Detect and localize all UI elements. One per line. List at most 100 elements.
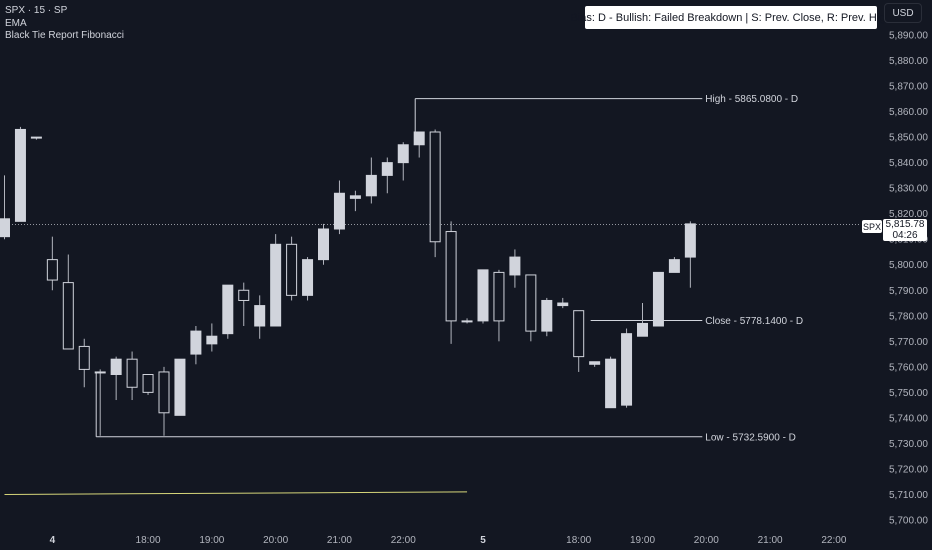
candle	[637, 303, 648, 337]
candle-body	[78, 345, 90, 370]
price-tick-label: 5,750.00	[889, 388, 928, 399]
candle-body	[142, 374, 154, 393]
candle	[14, 126, 26, 222]
time-tick-label: 21:00	[327, 535, 352, 546]
candle	[509, 249, 521, 288]
time-axis[interactable]: 4 18:00 19:00 20:00 21:00 22:00 5 18:00 19:00 20:…	[50, 535, 847, 546]
bias-label: Bias: D - Bullish: Failed Breakdown | S:…	[571, 6, 891, 29]
price-tick-label: 5,730.00	[889, 439, 928, 450]
candle	[429, 129, 441, 258]
time-tick-label: 5	[480, 535, 486, 546]
candle-body	[621, 333, 633, 406]
candle	[605, 356, 617, 409]
candle	[349, 190, 361, 212]
price-tick-label: 5,860.00	[889, 107, 928, 118]
time-tick-label: 19:00	[199, 535, 224, 546]
candle-body	[445, 231, 457, 322]
candle	[110, 356, 122, 401]
candle-body	[222, 284, 234, 335]
candle	[413, 131, 425, 158]
candle-body	[605, 358, 617, 409]
candle	[46, 236, 58, 291]
fib-level-label: High - 5865.0800 - D	[705, 94, 798, 105]
time-tick-label: 22:00	[391, 535, 416, 546]
candle-body	[381, 162, 393, 176]
candle	[381, 157, 393, 194]
candle	[206, 323, 218, 352]
fibonacci-levels: High - 5865.0800 - D Close - 5778.1400 - …	[95, 94, 803, 443]
candle	[477, 269, 489, 324]
candle	[557, 297, 569, 309]
candle-body	[302, 259, 314, 296]
candle-body	[525, 274, 537, 332]
candle	[286, 236, 298, 301]
price-tick-label: 5,740.00	[889, 413, 928, 424]
price-axis[interactable]: 5,700.00 5,710.00 5,720.00 5,730.00 5,740.00…	[889, 31, 928, 527]
candle-body	[493, 271, 505, 322]
candle-body	[652, 271, 664, 327]
symbol-line[interactable]: SPX · 15 · SP	[5, 5, 68, 16]
bar-countdown: 04:26	[892, 230, 918, 241]
currency-button[interactable]: USD	[884, 3, 922, 23]
candle	[397, 142, 409, 181]
time-tick-label: 4	[50, 535, 56, 546]
candle	[365, 157, 377, 204]
candle-body	[668, 259, 680, 273]
candle	[190, 326, 202, 365]
price-tick-label: 5,790.00	[889, 286, 928, 297]
chart-legend: SPX · 15 · SP EMA Black Tie Report Fibon…	[5, 5, 124, 43]
candle	[541, 297, 553, 337]
candle-body	[270, 243, 282, 327]
candle	[254, 295, 266, 339]
time-tick-label: 20:00	[694, 535, 719, 546]
candle	[461, 318, 473, 324]
candle-body	[333, 192, 345, 230]
candle-body	[94, 371, 106, 374]
candle	[621, 328, 633, 408]
candle	[94, 369, 106, 436]
price-tick-label: 5,780.00	[889, 311, 928, 322]
last-price-tag: 5,815.78 04:26	[883, 219, 927, 241]
candle	[0, 175, 10, 240]
candle	[684, 221, 696, 288]
candle-body	[158, 371, 170, 414]
candle-body	[637, 322, 648, 337]
candle-body	[206, 335, 218, 345]
candle-body	[190, 330, 202, 355]
time-tick-label: 18:00	[136, 535, 161, 546]
candle	[142, 374, 154, 395]
price-tick-label: 5,830.00	[889, 184, 928, 195]
price-tick-label: 5,710.00	[889, 490, 928, 501]
candle	[302, 257, 314, 301]
candle	[573, 310, 585, 372]
candle-body	[461, 320, 473, 323]
candle-body	[286, 243, 298, 296]
price-tick-label: 5,850.00	[889, 133, 928, 144]
time-tick-label: 19:00	[630, 535, 655, 546]
candle	[238, 282, 250, 326]
price-tick-label: 5,840.00	[889, 158, 928, 169]
price-tick-label: 5,870.00	[889, 82, 928, 93]
candle-body	[46, 259, 58, 281]
candle	[30, 136, 42, 140]
candle-body	[318, 228, 329, 261]
candle	[525, 274, 537, 342]
indicator-ema[interactable]: EMA	[5, 17, 27, 29]
candle	[78, 338, 90, 388]
candle	[222, 284, 234, 339]
candle-body	[413, 131, 425, 146]
ema-line	[4, 491, 468, 495]
candle-body	[477, 269, 489, 322]
candle	[318, 223, 329, 265]
candle-body	[557, 302, 569, 307]
indicator-fibonacci[interactable]: Black Tie Report Fibonacci	[5, 30, 124, 41]
candle	[158, 366, 170, 436]
candle-body	[365, 174, 377, 197]
candle-body	[238, 289, 250, 301]
time-tick-label: 21:00	[758, 535, 783, 546]
candle-body	[349, 195, 361, 199]
candle-body	[397, 144, 409, 164]
candle	[62, 254, 74, 350]
candle-body	[30, 136, 42, 139]
